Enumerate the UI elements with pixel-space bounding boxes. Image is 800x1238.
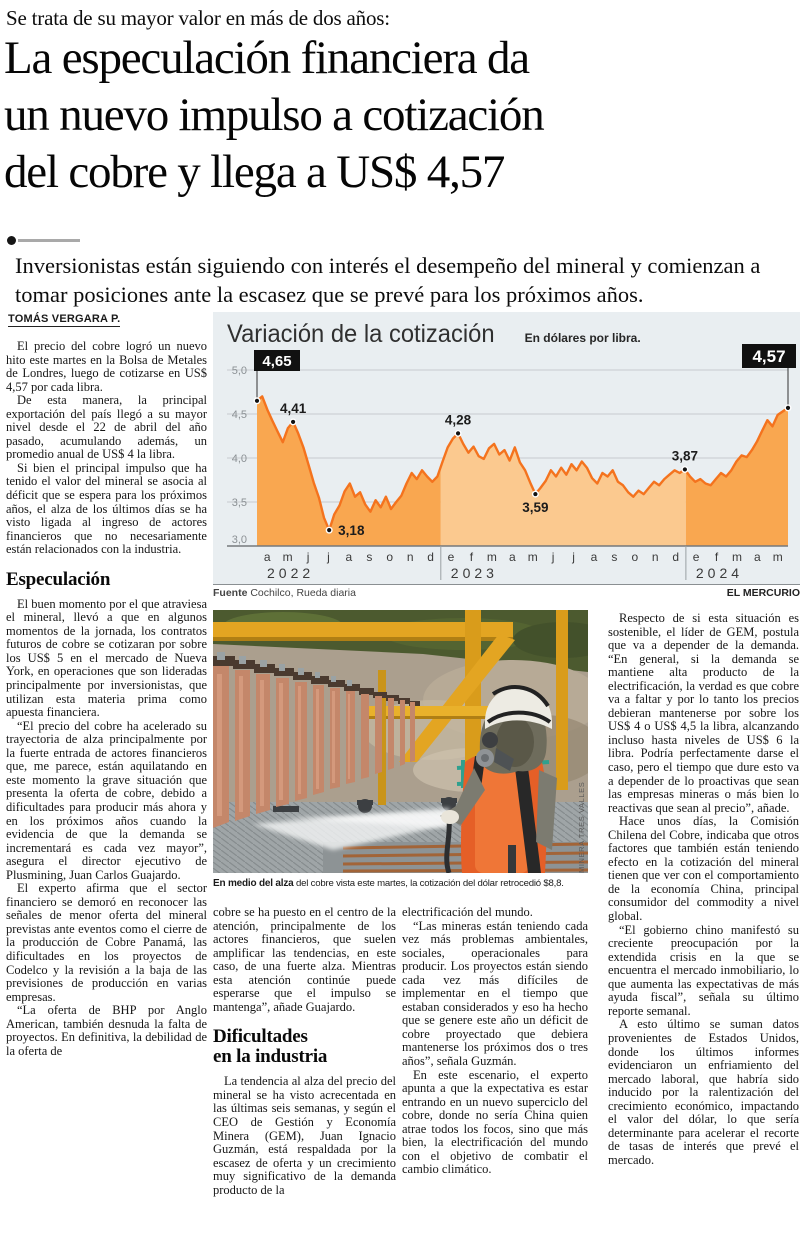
svg-text:o: o <box>386 550 393 564</box>
section-bullet <box>7 236 16 245</box>
body-column-3: electrificación del mundo. “Las mineras e… <box>402 906 588 1238</box>
svg-text:j: j <box>306 550 310 564</box>
paragraph: La tendencia al alza del precio del mine… <box>213 1074 396 1197</box>
photo-caption: En medio del alza del cobre vista este m… <box>213 878 564 889</box>
paragraph: electrificación del mundo. <box>402 906 533 919</box>
photo-illustration <box>213 610 588 873</box>
svg-text:a: a <box>264 550 271 564</box>
paragraph: Hace unos días, la Comisión Chilena del … <box>608 814 799 924</box>
section-rule <box>18 239 80 242</box>
svg-text:3,59: 3,59 <box>522 500 548 515</box>
article-photo <box>213 610 588 873</box>
paragraph: El precio del cobre logró un nuevo hito … <box>6 340 207 394</box>
paragraph: El experto afirma que el sector financie… <box>6 881 207 1004</box>
body-column-4: Respecto de si esta situación es sosteni… <box>608 612 799 1238</box>
body-column-2: cobre se ha puesto en el centro de la at… <box>213 906 396 1238</box>
svg-text:f: f <box>715 550 719 564</box>
paragraph: A esto último se suman datos proveniente… <box>608 1017 799 1167</box>
paragraph: De esta manera, la principal exportación… <box>6 393 207 462</box>
svg-text:s: s <box>611 550 617 564</box>
photo-credit: MINERA TRES VALLES <box>577 781 586 873</box>
paragraph: “La oferta de BHP por Anglo American, ta… <box>6 1003 207 1058</box>
svg-text:3,18: 3,18 <box>338 523 365 538</box>
svg-text:n: n <box>407 550 414 564</box>
svg-text:m: m <box>773 550 783 564</box>
paragraph: El buen momento por el que atraviesa el … <box>6 596 207 720</box>
svg-text:m: m <box>283 550 293 564</box>
svg-text:m: m <box>487 550 497 564</box>
chart-source-row: Fuente Cochilco, Rueda diaria EL MERCURI… <box>213 587 800 599</box>
svg-text:a: a <box>346 550 353 564</box>
svg-text:2022: 2022 <box>267 565 314 581</box>
lede: Inversionistas están siguiendo con inter… <box>15 253 761 307</box>
svg-text:f: f <box>470 550 474 564</box>
svg-text:4,41: 4,41 <box>280 401 307 416</box>
svg-text:m: m <box>732 550 742 564</box>
chart-title: Variación de la cotización <box>227 320 495 348</box>
svg-text:3,0: 3,0 <box>232 534 247 546</box>
svg-text:d: d <box>427 550 434 564</box>
svg-text:a: a <box>509 550 516 564</box>
svg-text:d: d <box>672 550 679 564</box>
svg-text:a: a <box>754 550 761 564</box>
paragraph: En este escenario, el experto apunta a q… <box>402 1067 588 1177</box>
svg-text:e: e <box>693 550 700 564</box>
svg-text:4,57: 4,57 <box>752 347 785 366</box>
svg-text:3,87: 3,87 <box>672 448 698 463</box>
svg-text:m: m <box>528 550 538 564</box>
body-column-1: El precio del cobre logró un nuevo hito … <box>6 340 207 1238</box>
svg-text:e: e <box>448 550 455 564</box>
byline: TOMÁS VERGARA P. <box>8 313 121 327</box>
svg-text:s: s <box>366 550 372 564</box>
svg-text:n: n <box>652 550 659 564</box>
svg-text:a: a <box>591 550 598 564</box>
svg-text:2024: 2024 <box>696 565 743 581</box>
paragraph: “El precio del cobre ha acelerado su tra… <box>6 718 207 882</box>
svg-text:o: o <box>631 550 638 564</box>
svg-text:j: j <box>326 550 330 564</box>
svg-text:4,65: 4,65 <box>262 353 291 370</box>
headline-line-3: del cobre y llega a US$ 4,57 <box>4 146 505 198</box>
headline-line-1: La especulación financiera da <box>4 32 530 84</box>
svg-text:j: j <box>571 550 575 564</box>
paragraph: Si bien el principal impulso que ha teni… <box>6 460 207 557</box>
headline-line-2: un nuevo impulso a cotización <box>4 89 545 141</box>
headline: La especulación financiera da un nuevo i… <box>4 30 784 201</box>
paragraph: cobre se ha puesto en el centro de la at… <box>213 906 396 1014</box>
kicker: Se trata de su mayor valor en más de dos… <box>6 6 390 30</box>
paragraph: “Las mineras están teniendo cada vez más… <box>402 918 588 1069</box>
publisher-credit: EL MERCURIO <box>726 587 800 599</box>
chart-unit-label: En dólares por libra. <box>524 331 641 345</box>
chart-panel: Variación de la cotización En dólares po… <box>213 312 800 585</box>
paragraph: “El gobierno chino manifestó su crecient… <box>608 922 799 1018</box>
svg-text:2023: 2023 <box>451 565 498 581</box>
section-heading: Especulación <box>6 568 111 590</box>
section-heading: Dificultades en la industria <box>213 1026 328 1068</box>
svg-text:4,0: 4,0 <box>232 453 247 465</box>
chart-source: Fuente Cochilco, Rueda diaria <box>213 587 356 599</box>
paragraph: Respecto de si esta situación es sosteni… <box>608 612 799 815</box>
svg-text:4,28: 4,28 <box>445 412 472 427</box>
svg-text:3,5: 3,5 <box>232 497 247 509</box>
svg-text:5,0: 5,0 <box>232 365 247 377</box>
svg-text:j: j <box>551 550 555 564</box>
svg-text:4,5: 4,5 <box>232 409 247 421</box>
